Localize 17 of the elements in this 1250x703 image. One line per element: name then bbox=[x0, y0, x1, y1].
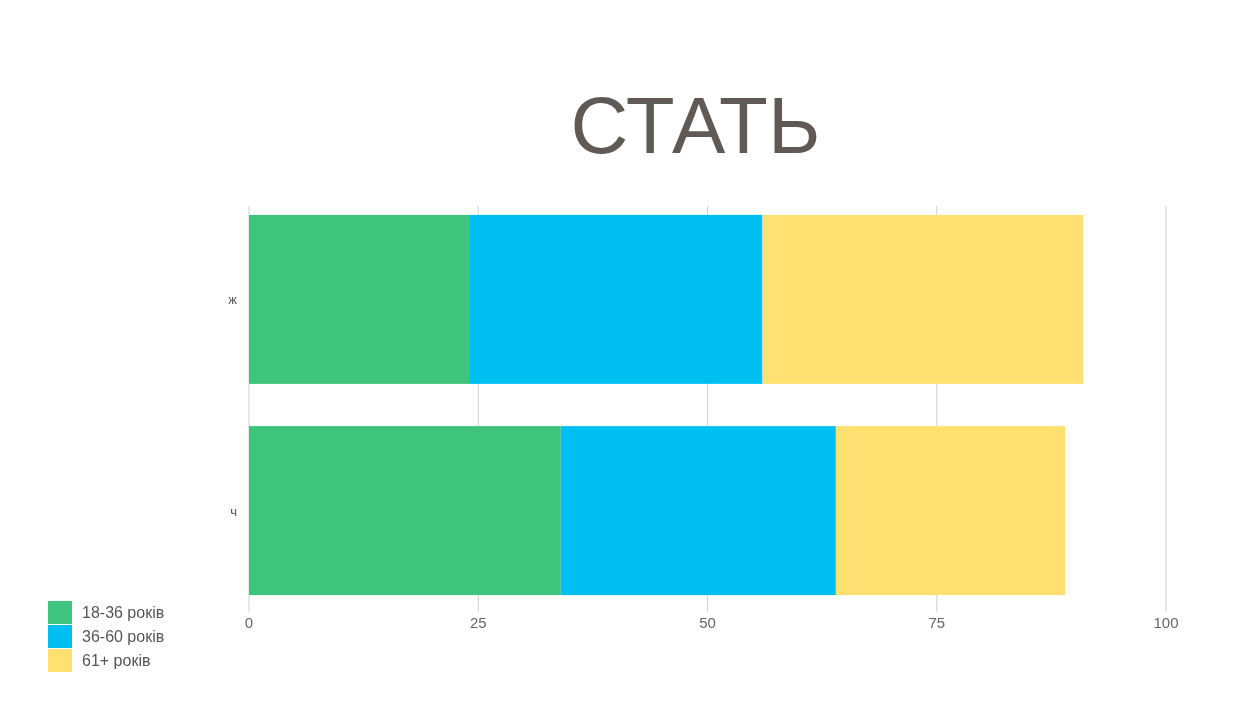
legend-label: 36-60 років bbox=[82, 628, 165, 645]
bar bbox=[560, 426, 836, 596]
y-tick-label: ч bbox=[230, 503, 237, 519]
x-tick-label: 25 bbox=[469, 614, 487, 631]
x-tick-label: 75 bbox=[928, 614, 946, 631]
bar bbox=[249, 426, 561, 596]
bar bbox=[249, 214, 470, 384]
y-tick-label: ж bbox=[228, 292, 238, 308]
x-tick-label: 100 bbox=[1153, 614, 1179, 631]
x-tick-label: 50 bbox=[699, 614, 716, 631]
legend-label: 18-36 років bbox=[82, 604, 165, 621]
chart-title: СТАТЬ bbox=[570, 81, 821, 170]
bar bbox=[835, 426, 1066, 596]
bar bbox=[469, 214, 763, 384]
legend-label: 61+ років bbox=[82, 652, 151, 669]
bar bbox=[762, 214, 1084, 384]
x-tick-label: 0 bbox=[244, 614, 254, 631]
